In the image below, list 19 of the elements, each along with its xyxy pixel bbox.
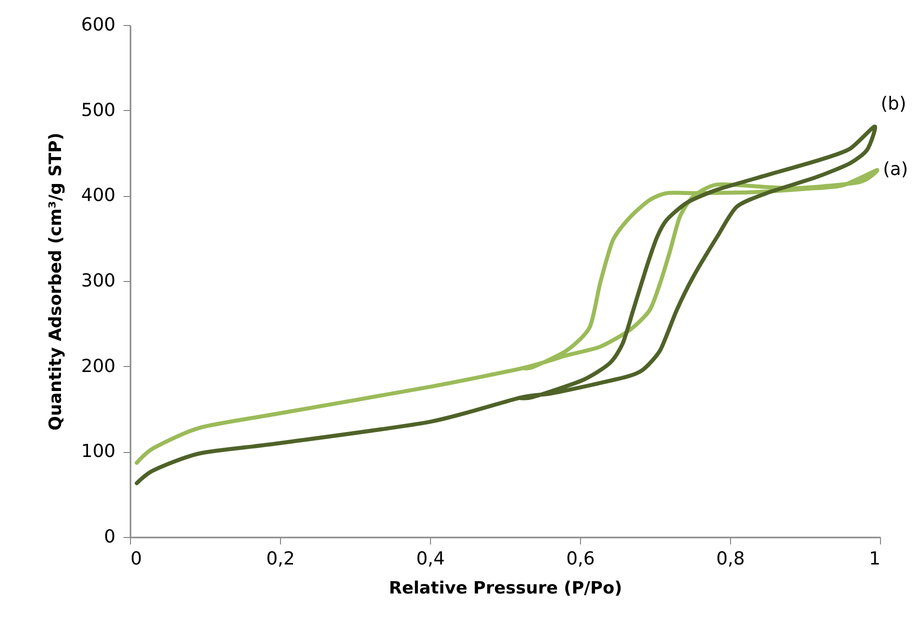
line-series bbox=[134, 124, 877, 486]
x-tick-label: 0,4 bbox=[416, 548, 445, 570]
line-series bbox=[134, 168, 879, 465]
y-tick-label: 300 bbox=[81, 270, 116, 292]
x-tick-label: 0,2 bbox=[266, 548, 295, 570]
x-tick-label: 0,6 bbox=[566, 548, 595, 570]
y-tick-label: 600 bbox=[81, 14, 116, 36]
x-axis-title: Relative Pressure (P/Po) bbox=[388, 578, 622, 598]
x-tick-label: 0 bbox=[130, 548, 142, 570]
y-tick-label: 400 bbox=[81, 185, 116, 206]
y-tick-label: 0 bbox=[104, 526, 116, 548]
y-tick-label: 100 bbox=[81, 441, 116, 462]
series-label: (b) bbox=[880, 94, 906, 115]
y-tick-label: 500 bbox=[81, 100, 116, 121]
series-label: (a) bbox=[883, 159, 908, 180]
y-axis-title: Quantity Adsorbed (cm³/g STP) bbox=[46, 132, 66, 430]
x-tick-label: 1 bbox=[869, 548, 880, 570]
x-tick-label: 0,8 bbox=[716, 548, 745, 570]
y-tick-label: 200 bbox=[81, 356, 116, 377]
